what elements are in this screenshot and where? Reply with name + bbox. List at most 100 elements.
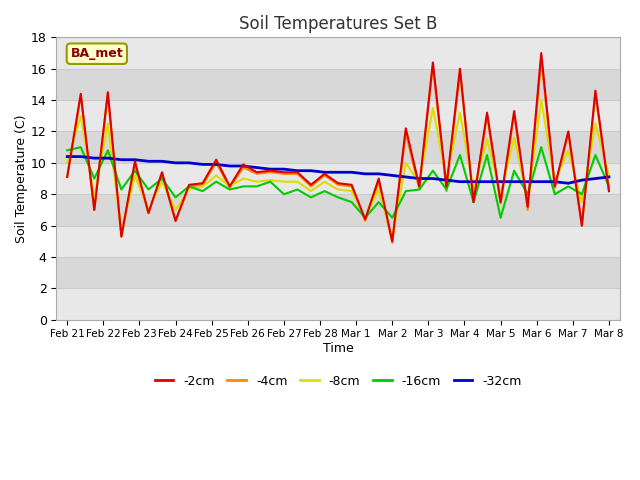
-8cm — [564, 147, 572, 153]
-8cm — [294, 179, 301, 185]
-16cm — [280, 192, 288, 197]
-8cm — [158, 179, 166, 185]
-8cm — [321, 179, 328, 185]
-32cm — [375, 171, 383, 177]
-16cm — [253, 183, 260, 189]
-4cm — [212, 160, 220, 166]
-8cm — [145, 207, 152, 213]
-16cm — [239, 183, 247, 189]
-16cm — [470, 199, 477, 205]
-32cm — [90, 155, 98, 161]
X-axis label: Time: Time — [323, 342, 353, 355]
-4cm — [483, 113, 491, 119]
-4cm — [470, 199, 477, 205]
-16cm — [429, 168, 436, 174]
-4cm — [185, 183, 193, 189]
-32cm — [578, 177, 586, 183]
-32cm — [307, 168, 315, 174]
-8cm — [443, 176, 451, 181]
-16cm — [564, 183, 572, 189]
-2cm — [63, 174, 71, 180]
-2cm — [402, 125, 410, 131]
-2cm — [510, 108, 518, 114]
Title: Soil Temperatures Set B: Soil Temperatures Set B — [239, 15, 437, 33]
Line: -16cm: -16cm — [67, 147, 609, 218]
-32cm — [212, 162, 220, 168]
-4cm — [375, 179, 383, 185]
-4cm — [538, 57, 545, 62]
-2cm — [443, 183, 451, 189]
-16cm — [226, 187, 234, 192]
-32cm — [591, 176, 599, 181]
-8cm — [131, 172, 139, 178]
-16cm — [294, 187, 301, 192]
-8cm — [307, 188, 315, 194]
-8cm — [402, 160, 410, 166]
-2cm — [362, 216, 369, 222]
-16cm — [375, 199, 383, 205]
-2cm — [470, 199, 477, 205]
-8cm — [199, 183, 207, 189]
-16cm — [348, 199, 355, 205]
-32cm — [443, 177, 451, 183]
-32cm — [131, 157, 139, 163]
-2cm — [90, 207, 98, 213]
-32cm — [456, 179, 464, 185]
-8cm — [415, 180, 423, 186]
-4cm — [551, 185, 559, 191]
-2cm — [415, 183, 423, 189]
-8cm — [605, 172, 612, 178]
-2cm — [77, 91, 84, 96]
-4cm — [118, 234, 125, 240]
-2cm — [483, 110, 491, 116]
-32cm — [280, 166, 288, 172]
-2cm — [280, 169, 288, 175]
-32cm — [415, 176, 423, 181]
-32cm — [172, 160, 179, 166]
-2cm — [578, 223, 586, 228]
-4cm — [564, 130, 572, 136]
Bar — [56, 37, 620, 69]
-32cm — [564, 180, 572, 186]
Bar — [56, 132, 620, 163]
-32cm — [348, 169, 355, 175]
-16cm — [402, 188, 410, 194]
-32cm — [266, 166, 274, 172]
-4cm — [199, 182, 207, 188]
-2cm — [388, 239, 396, 244]
-4cm — [90, 207, 98, 213]
-4cm — [226, 185, 234, 191]
-32cm — [334, 169, 342, 175]
Line: -4cm: -4cm — [67, 60, 609, 243]
-2cm — [239, 162, 247, 168]
-8cm — [551, 179, 559, 185]
-16cm — [388, 215, 396, 221]
-2cm — [266, 168, 274, 174]
-2cm — [104, 89, 112, 95]
-2cm — [253, 169, 260, 175]
-4cm — [321, 172, 328, 178]
-32cm — [551, 179, 559, 185]
-4cm — [239, 165, 247, 170]
-16cm — [63, 147, 71, 153]
-16cm — [524, 192, 532, 197]
-32cm — [524, 179, 532, 185]
-16cm — [199, 188, 207, 194]
-4cm — [280, 171, 288, 177]
-16cm — [605, 183, 612, 189]
-32cm — [77, 154, 84, 159]
-4cm — [402, 130, 410, 136]
-2cm — [294, 169, 301, 175]
-4cm — [510, 111, 518, 117]
-8cm — [375, 187, 383, 192]
-8cm — [104, 121, 112, 127]
-4cm — [158, 171, 166, 177]
-16cm — [145, 187, 152, 192]
-2cm — [348, 182, 355, 188]
-2cm — [199, 180, 207, 186]
-8cm — [226, 183, 234, 189]
-8cm — [524, 198, 532, 204]
-2cm — [591, 88, 599, 94]
-4cm — [63, 174, 71, 180]
-2cm — [456, 66, 464, 72]
